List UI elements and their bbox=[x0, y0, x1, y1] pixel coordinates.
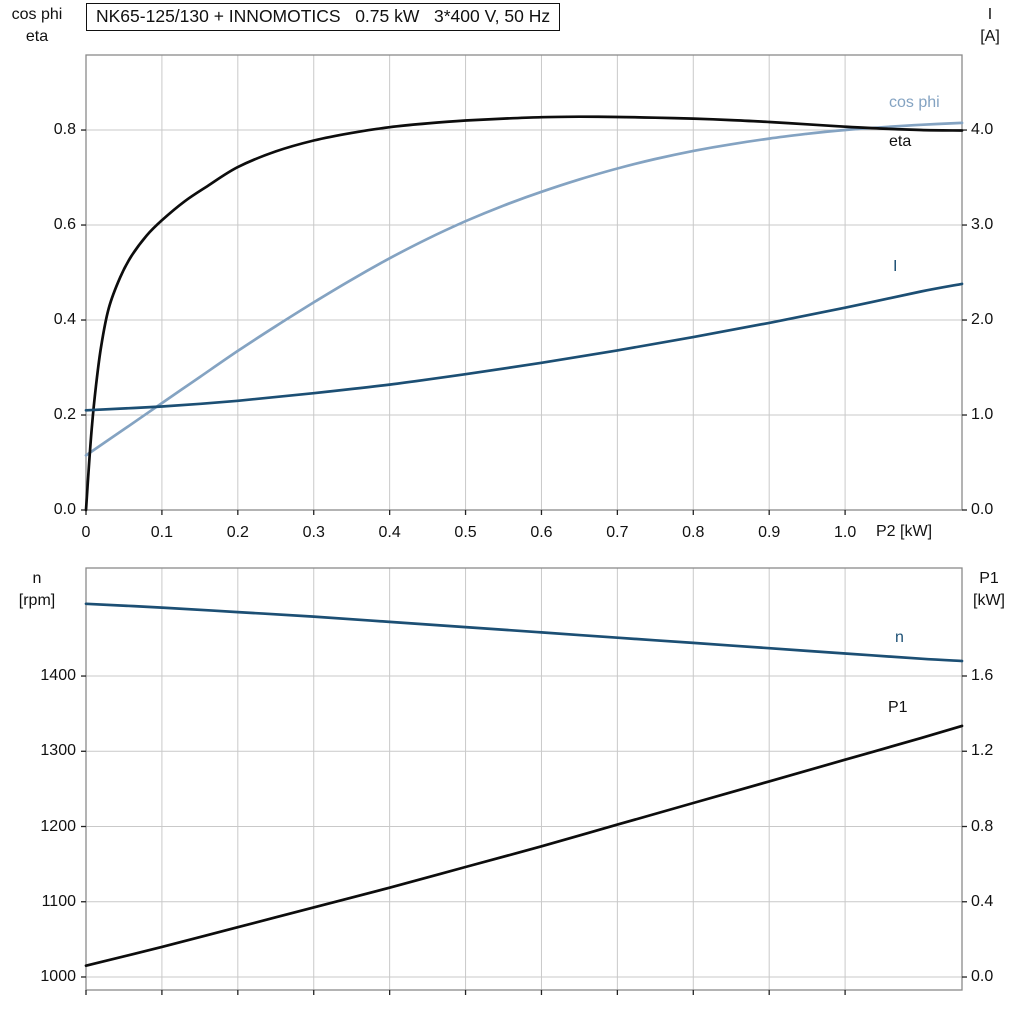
right-axis-title-line1: P1 bbox=[979, 570, 999, 587]
bottom-chart-right-axis-title: P1 [kW] bbox=[958, 568, 1020, 612]
right-axis-title-line2: [kW] bbox=[973, 592, 1005, 609]
x-axis-title: P2 [kW] bbox=[876, 523, 933, 540]
speed-curve-label: n bbox=[895, 629, 904, 646]
right-axis-title-line1: I bbox=[987, 6, 993, 23]
chart-title-box: NK65-125/130 + INNOMOTICS 0.75 kW 3*400 … bbox=[86, 3, 561, 31]
left-axis-title-line1: cos phi bbox=[11, 6, 63, 23]
eta-curve-label: eta bbox=[889, 133, 912, 150]
bottom-chart-left-axis-title: n [rpm] bbox=[3, 568, 71, 612]
cos-phi-curve-label: cos phi bbox=[889, 94, 940, 111]
input-power-curve-label: P1 bbox=[888, 699, 908, 716]
right-axis-title-line2: [A] bbox=[980, 28, 1000, 45]
left-axis-title-line2: eta bbox=[25, 28, 49, 45]
current-curve-label: I bbox=[893, 258, 898, 275]
left-axis-title-line1: n bbox=[32, 570, 42, 587]
top-chart-right-axis-title: I [A] bbox=[960, 4, 1020, 48]
top-chart-left-axis-title: cos phi eta bbox=[3, 4, 71, 48]
chart-title: NK65-125/130 + INNOMOTICS 0.75 kW 3*400 … bbox=[96, 6, 551, 26]
left-axis-title-line2: [rpm] bbox=[18, 592, 56, 609]
